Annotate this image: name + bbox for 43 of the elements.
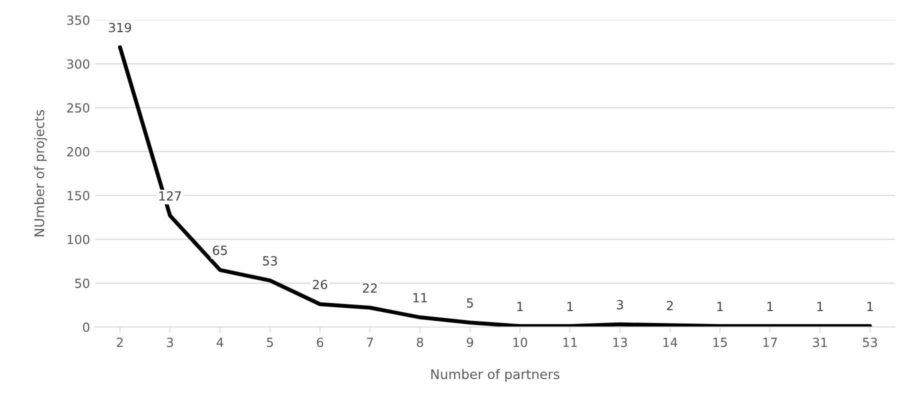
data-label: 5 — [466, 298, 473, 308]
x-tick-label: 15 — [713, 338, 727, 348]
y-tick-label: 350 — [67, 15, 90, 25]
data-label: 1 — [517, 302, 523, 312]
data-label: 2 — [666, 300, 673, 310]
x-tick-label: 11 — [563, 338, 577, 347]
data-label: 3 — [616, 300, 623, 310]
data-label: 53 — [263, 256, 277, 266]
x-tick-label: 7 — [367, 338, 373, 347]
data-label: 1 — [867, 302, 873, 312]
y-tick-label: 200 — [67, 147, 90, 156]
x-tick-label: 14 — [663, 338, 678, 347]
line-series — [118, 45, 872, 327]
x-tick-label: 17 — [763, 338, 777, 347]
data-label: 127 — [159, 191, 181, 201]
x-axis-title: Number of partners — [431, 368, 560, 382]
y-tick-label: 50 — [75, 278, 90, 288]
data-label: 22 — [362, 283, 377, 293]
y-tick-label: 0 — [83, 322, 90, 332]
x-tick-label: 6 — [316, 338, 324, 348]
x-tick-label: 8 — [416, 338, 424, 348]
x-tick-label: 9 — [466, 338, 474, 348]
data-label: 1 — [567, 302, 573, 312]
x-tick-label: 3 — [166, 338, 173, 348]
data-label: 26 — [312, 280, 328, 290]
x-tick-label: 53 — [863, 338, 877, 348]
data-label: 1 — [717, 302, 723, 312]
data-label: 319 — [109, 22, 132, 32]
y-tick-label: 100 — [68, 234, 90, 244]
data-label: 1 — [767, 302, 773, 312]
data-label: 65 — [212, 246, 227, 256]
x-tick-label: 4 — [216, 338, 224, 347]
x-tick-label: 5 — [266, 338, 273, 348]
y-tick-label: 150 — [68, 190, 90, 200]
data-label: 1 — [817, 302, 823, 312]
x-tick-label: 2 — [116, 338, 123, 347]
x-tick-label: 13 — [613, 338, 627, 348]
y-axis-title: NUmber of projects — [34, 110, 47, 236]
x-tick-label: 10 — [513, 338, 528, 348]
y-tick-label: 250 — [67, 103, 90, 113]
data-label: 11 — [413, 293, 427, 302]
x-tick-label: 31 — [813, 338, 827, 348]
y-tick-label: 300 — [67, 59, 90, 69]
